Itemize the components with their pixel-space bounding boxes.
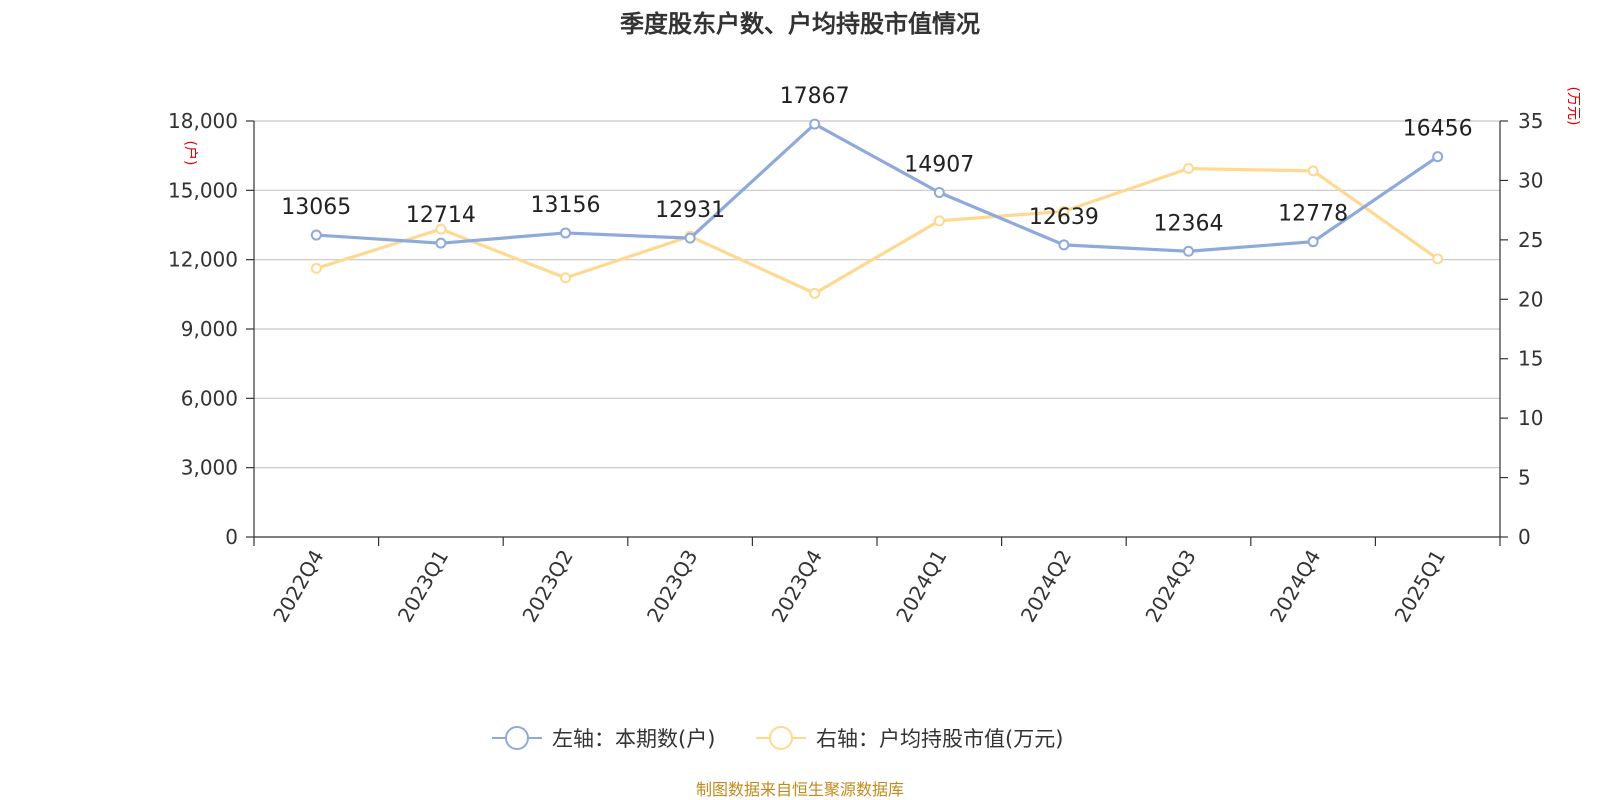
left-axis-tick-label: 12,000 bbox=[168, 248, 238, 272]
series-point-right bbox=[1058, 205, 1070, 217]
right-axis-tick-label: 0 bbox=[1518, 525, 1531, 549]
data-label: 12639 bbox=[1029, 205, 1099, 230]
right-axis-tick-label: 5 bbox=[1518, 466, 1531, 490]
legend-marker bbox=[769, 726, 793, 750]
data-label: 17867 bbox=[780, 84, 850, 109]
x-axis-tick-label: 2023Q3 bbox=[642, 546, 702, 627]
data-labels: 13065 12714 13156 12931 17867 14907 12639 12364… bbox=[281, 84, 1472, 236]
data-label: 12364 bbox=[1154, 211, 1224, 236]
series-line-right bbox=[315, 166, 1439, 295]
x-axis-tick-label: 2024Q2 bbox=[1016, 546, 1076, 627]
series-point-right bbox=[435, 223, 447, 235]
x-axis-tick-label: 2023Q1 bbox=[393, 546, 453, 627]
x-axis-tick-label: 2024Q3 bbox=[1140, 546, 1200, 627]
series-point-right bbox=[1307, 165, 1319, 177]
x-axis-tick-label: 2025Q1 bbox=[1390, 546, 1450, 627]
legend-label: 右轴：户均持股市值(万元) bbox=[816, 727, 1063, 751]
right-axis-tick-label: 20 bbox=[1518, 287, 1543, 311]
right-axis-tick-label: 10 bbox=[1518, 406, 1543, 430]
x-axis-tick-label: 2023Q2 bbox=[517, 546, 577, 627]
x-axis-tick-label: 2022Q4 bbox=[268, 546, 328, 627]
series-point-right bbox=[933, 215, 945, 227]
series-point-left bbox=[933, 186, 945, 198]
gridlines bbox=[254, 120, 1500, 469]
data-label: 13065 bbox=[281, 195, 351, 220]
data-label: 16456 bbox=[1403, 117, 1473, 142]
right-axis-unit: (万元) bbox=[1565, 87, 1581, 126]
legend[interactable]: 左轴：本期数(户) 右轴：户均持股市值(万元) bbox=[492, 726, 1063, 751]
series-point-right bbox=[310, 262, 322, 274]
series-point-left bbox=[310, 229, 322, 241]
series-point-right bbox=[1183, 163, 1194, 175]
chart-title: 季度股东户数、户均持股市值情况 bbox=[620, 10, 980, 38]
series-point-left bbox=[435, 237, 447, 249]
series-layer bbox=[310, 118, 1444, 299]
legend-label: 左轴：本期数(户) bbox=[552, 727, 715, 751]
series-point-left bbox=[1432, 151, 1444, 163]
series-point-right bbox=[809, 287, 821, 299]
data-label: 12778 bbox=[1278, 202, 1348, 227]
series-point-right bbox=[1432, 253, 1444, 265]
x-axis-tick-label: 2024Q4 bbox=[1265, 546, 1325, 627]
series-line-left bbox=[316, 122, 1439, 253]
data-label: 12714 bbox=[406, 203, 476, 228]
legend-marker bbox=[505, 726, 529, 750]
source-note: 制图数据来自恒生聚源数据库 bbox=[696, 780, 904, 799]
right-axis-tick-label: 25 bbox=[1518, 228, 1543, 252]
left-axis-unit: (户) bbox=[182, 141, 199, 166]
left-axis-tick-label: 6,000 bbox=[181, 386, 238, 410]
series-point-left bbox=[1183, 245, 1194, 257]
series-point-left bbox=[809, 118, 821, 130]
series-point-left bbox=[1058, 239, 1070, 251]
series-point-left bbox=[560, 227, 571, 239]
left-axis-tick-label: 18,000 bbox=[168, 109, 238, 133]
series-point-left bbox=[1307, 236, 1319, 248]
left-axis-tick-label: 15,000 bbox=[168, 178, 238, 202]
data-label: 13156 bbox=[531, 193, 601, 218]
left-axis-tick-label: 0 bbox=[225, 525, 238, 549]
series-point-right bbox=[560, 272, 571, 284]
right-axis-tick-label: 35 bbox=[1518, 109, 1543, 133]
series-point-left bbox=[684, 232, 696, 244]
x-axis-tick-label: 2023Q4 bbox=[767, 546, 827, 627]
right-axis-tick-label: 30 bbox=[1518, 168, 1543, 192]
right-axis-tick-label: 15 bbox=[1518, 347, 1543, 371]
data-label: 14907 bbox=[904, 152, 974, 177]
left-axis-tick-label: 3,000 bbox=[181, 456, 238, 480]
data-label: 12931 bbox=[655, 198, 725, 223]
x-axis-tick-label: 2024Q1 bbox=[891, 546, 951, 627]
left-axis-tick-label: 9,000 bbox=[181, 317, 238, 341]
